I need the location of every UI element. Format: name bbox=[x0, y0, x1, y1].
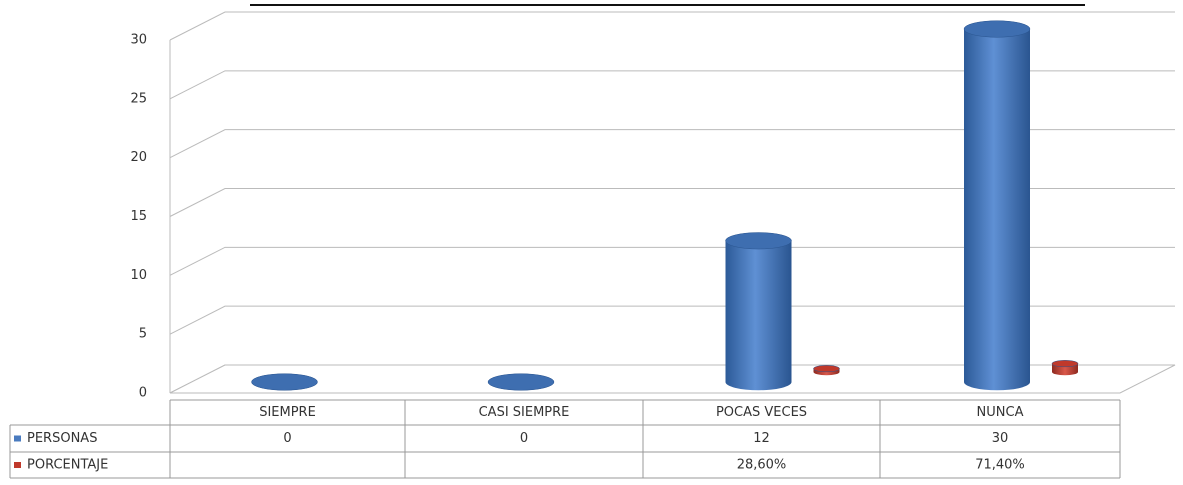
floor bbox=[169, 364, 1176, 394]
x-tick-label: POCAS VECES bbox=[716, 405, 807, 420]
data-label: 12 bbox=[753, 431, 770, 446]
legend-label: PORCENTAJE bbox=[27, 458, 108, 473]
bar bbox=[964, 20, 1030, 391]
data-label: 0 bbox=[283, 431, 291, 446]
y-tick-label: 0 bbox=[139, 386, 147, 401]
bar-top bbox=[725, 232, 792, 250]
data-label: 30 bbox=[992, 431, 1009, 446]
y-tick-label: 30 bbox=[130, 33, 147, 48]
legend-swatch bbox=[14, 435, 21, 442]
legend-label: PERSONAS bbox=[27, 431, 97, 446]
grid-line bbox=[169, 129, 1175, 159]
x-tick-label: SIEMPRE bbox=[259, 405, 316, 420]
grid-line bbox=[169, 188, 1175, 217]
bar bbox=[725, 232, 792, 391]
y-tick-label: 20 bbox=[130, 150, 147, 165]
grid-line bbox=[169, 70, 1175, 100]
y-tick-label: 5 bbox=[139, 327, 147, 342]
x-tick-label: CASI SIEMPRE bbox=[479, 405, 570, 420]
bar-top bbox=[487, 373, 555, 391]
data-table: SIEMPRE CASI SIEMPRE POCAS VECES NUNCA PERSO… bbox=[9, 399, 1121, 479]
data-label: 0 bbox=[520, 431, 528, 446]
bar-top bbox=[963, 20, 1031, 38]
bar-top bbox=[813, 365, 840, 373]
data-label: 28,60% bbox=[737, 458, 787, 473]
x-tick-label: NUNCA bbox=[977, 405, 1024, 420]
legend-swatch bbox=[14, 462, 21, 468]
y-tick-label: 15 bbox=[130, 209, 147, 224]
y-tick-label: 25 bbox=[130, 91, 147, 106]
bar-top bbox=[251, 373, 318, 391]
y-tick-label: 10 bbox=[130, 268, 147, 283]
marks bbox=[251, 20, 1079, 391]
grid-line bbox=[169, 246, 1175, 276]
bar-top bbox=[1051, 360, 1079, 368]
grid-line bbox=[169, 305, 1175, 335]
data-label: 71,40% bbox=[975, 458, 1025, 473]
grid-line bbox=[169, 11, 1175, 41]
